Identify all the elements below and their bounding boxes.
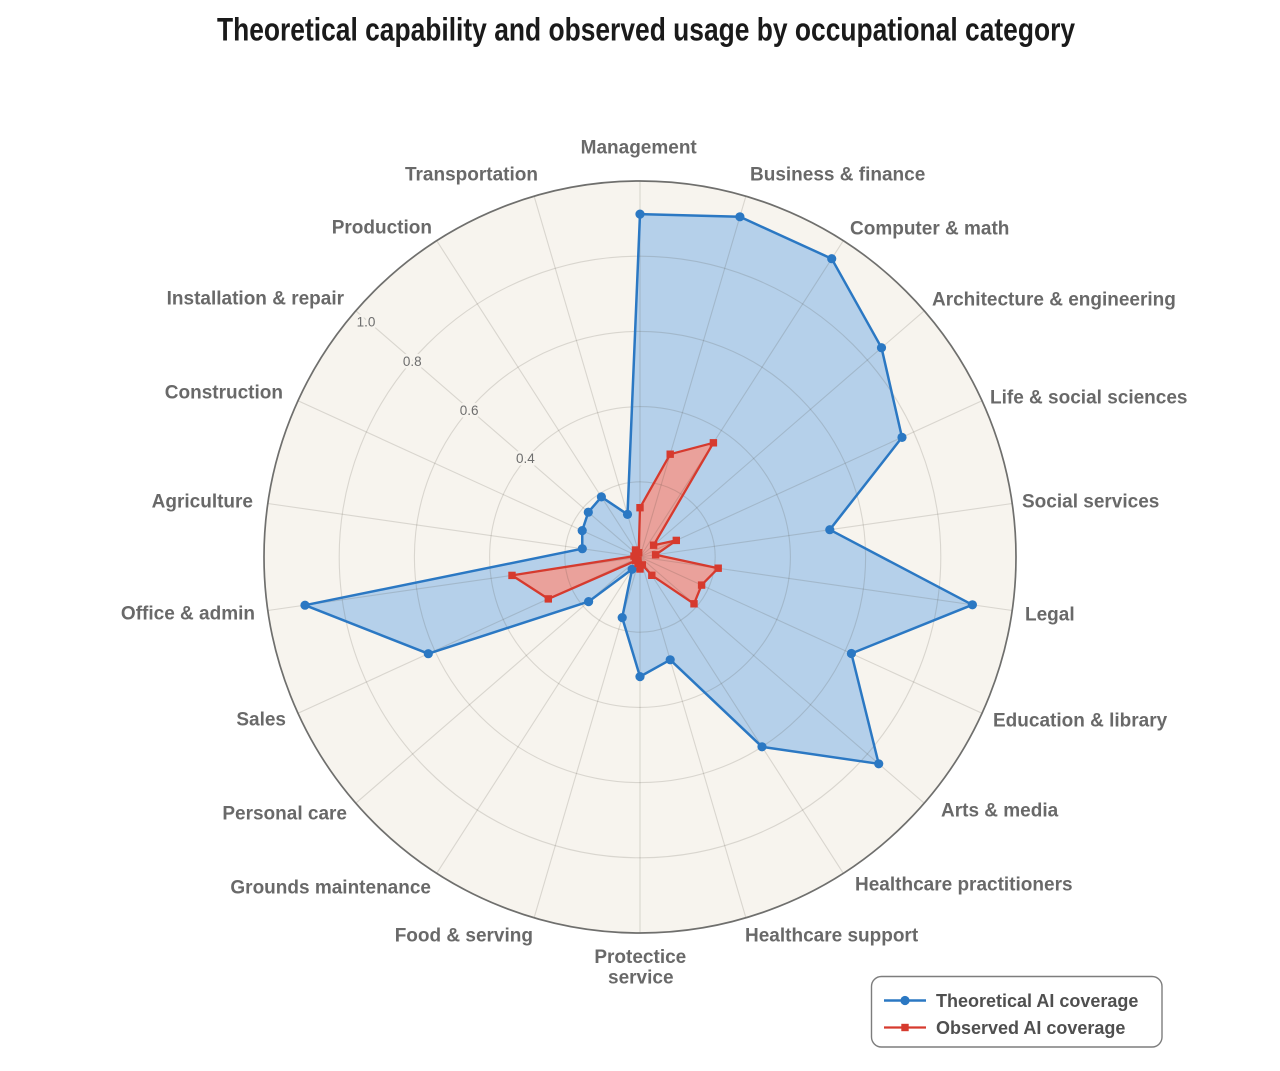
svg-text:Agriculture: Agriculture: [152, 492, 253, 513]
svg-text:Grounds maintenance: Grounds maintenance: [230, 878, 431, 899]
svg-text:0.6: 0.6: [460, 403, 479, 418]
svg-text:Healthcare support: Healthcare support: [745, 926, 919, 947]
svg-text:Life & social sciences: Life & social sciences: [990, 388, 1188, 409]
svg-text:Architecture & engineering: Architecture & engineering: [932, 290, 1176, 311]
svg-text:Transportation: Transportation: [405, 165, 538, 186]
svg-text:Business & finance: Business & finance: [750, 165, 925, 186]
svg-text:Construction: Construction: [165, 383, 283, 404]
svg-text:Healthcare practitioners: Healthcare practitioners: [855, 875, 1073, 896]
svg-text:service: service: [608, 968, 674, 989]
svg-text:Observed AI coverage: Observed AI coverage: [936, 1018, 1125, 1038]
svg-text:Food & serving: Food & serving: [395, 926, 533, 947]
svg-text:0.8: 0.8: [403, 354, 422, 369]
svg-text:Social services: Social services: [1022, 492, 1159, 513]
svg-text:Personal care: Personal care: [222, 804, 347, 825]
svg-text:0.4: 0.4: [516, 451, 535, 466]
svg-text:Education & library: Education & library: [993, 711, 1168, 732]
svg-text:Sales: Sales: [236, 710, 286, 731]
svg-text:Installation & repair: Installation & repair: [167, 289, 345, 310]
svg-text:Computer & math: Computer & math: [850, 219, 1009, 240]
svg-text:Production: Production: [332, 218, 432, 239]
svg-text:Protectice: Protectice: [594, 947, 686, 968]
svg-text:1.0: 1.0: [357, 315, 376, 330]
svg-text:Theoretical capability and obs: Theoretical capability and observed usag…: [217, 12, 1076, 48]
svg-text:Theoretical AI coverage: Theoretical AI coverage: [936, 991, 1138, 1011]
svg-text:Office & admin: Office & admin: [121, 604, 255, 625]
svg-text:Arts & media: Arts & media: [941, 801, 1059, 822]
svg-text:Legal: Legal: [1025, 605, 1075, 626]
svg-text:Management: Management: [581, 138, 698, 159]
